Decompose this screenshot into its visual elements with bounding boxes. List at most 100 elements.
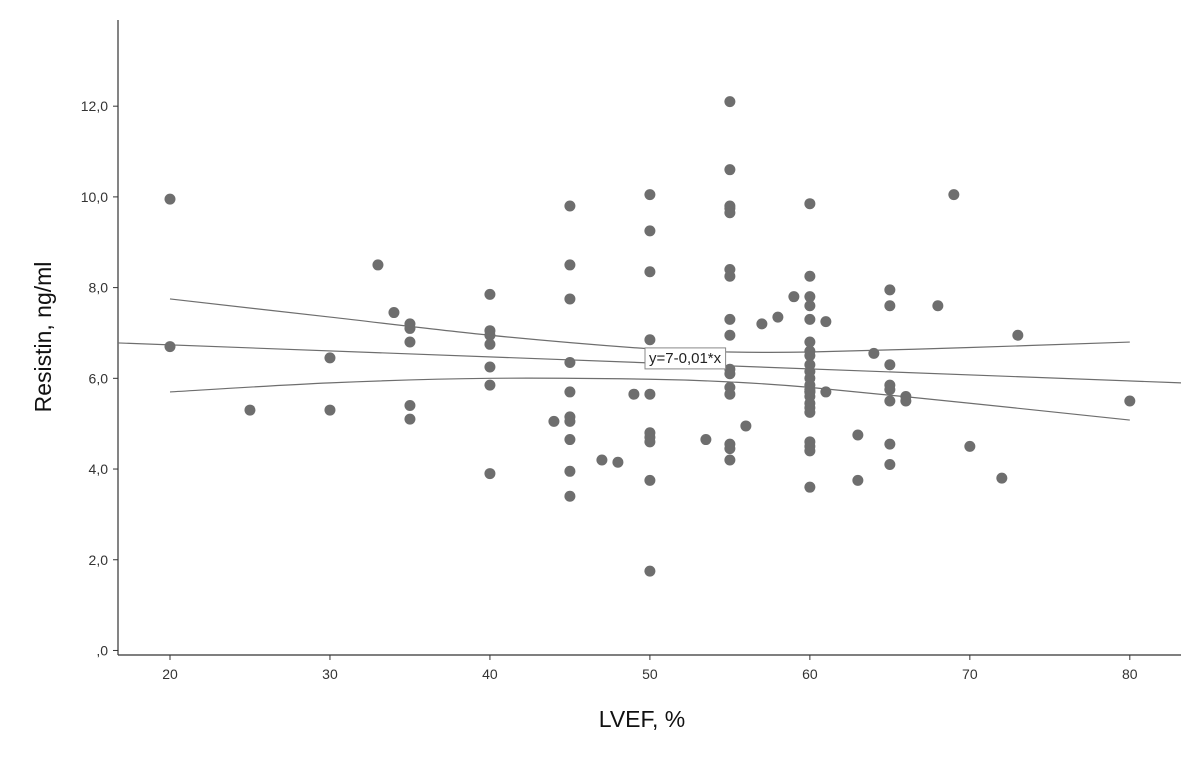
data-point xyxy=(484,379,496,391)
data-point xyxy=(564,415,576,427)
data-point xyxy=(388,307,400,319)
confidence-band-lower xyxy=(169,377,1130,421)
data-point xyxy=(564,490,576,502)
data-point xyxy=(644,225,656,237)
data-point xyxy=(820,386,832,398)
data-point xyxy=(644,388,656,400)
data-point xyxy=(596,454,608,466)
data-point xyxy=(756,318,768,330)
data-point xyxy=(804,336,816,348)
data-point xyxy=(484,288,496,300)
data-point xyxy=(724,454,736,466)
data-point xyxy=(740,420,752,432)
data-point xyxy=(564,259,576,271)
data-point xyxy=(404,322,416,334)
data-point xyxy=(372,259,384,271)
data-point xyxy=(628,388,640,400)
data-point xyxy=(324,404,336,416)
x-axis-title: LVEF, % xyxy=(599,706,686,732)
data-point xyxy=(724,368,736,380)
data-point xyxy=(884,384,896,396)
data-point xyxy=(564,465,576,477)
data-point xyxy=(724,388,736,400)
data-point xyxy=(884,395,896,407)
y-ticks: ,0 2,0 4,0 6,0 8,0 10,0 12,0 xyxy=(81,98,118,658)
data-point xyxy=(700,434,712,446)
data-point xyxy=(484,329,496,341)
y-tick-label: 10,0 xyxy=(81,189,108,205)
data-point xyxy=(884,459,896,470)
x-ticks: 20 30 40 50 60 70 80 xyxy=(162,655,1138,682)
annotation-box xyxy=(644,347,727,370)
x-tick-label: 60 xyxy=(802,666,818,682)
data-point xyxy=(788,291,800,303)
data-point xyxy=(564,434,576,446)
data-point xyxy=(964,440,976,452)
x-tick-label: 80 xyxy=(1122,666,1138,682)
data-point xyxy=(804,481,816,493)
data-point xyxy=(804,313,816,325)
data-point xyxy=(820,316,832,328)
data-point xyxy=(612,456,624,468)
data-point xyxy=(772,311,784,323)
data-point xyxy=(644,565,656,577)
y-tick-label: 4,0 xyxy=(89,461,109,477)
data-point xyxy=(948,189,960,201)
data-point xyxy=(804,350,816,362)
y-tick-label: ,0 xyxy=(96,642,108,658)
data-point xyxy=(644,334,656,346)
x-tick-label: 30 xyxy=(322,666,338,682)
data-point xyxy=(644,474,656,486)
data-point xyxy=(804,270,816,282)
annotations: y=7-0,01*x xyxy=(644,347,727,370)
data-point xyxy=(884,284,896,296)
y-tick-label: 8,0 xyxy=(89,280,109,296)
data-point xyxy=(564,356,576,368)
data-point xyxy=(324,352,336,364)
data-point xyxy=(564,293,576,305)
data-point xyxy=(644,189,656,201)
data-point xyxy=(404,336,416,348)
data-point xyxy=(164,193,176,205)
x-tick-label: 50 xyxy=(642,666,658,682)
data-point xyxy=(804,300,816,312)
data-point xyxy=(804,198,816,210)
fit-equation-annotation: y=7-0,01*x xyxy=(644,347,727,370)
data-point xyxy=(644,436,656,448)
data-point xyxy=(724,164,736,176)
data-point xyxy=(932,300,944,312)
x-tick-label: 20 xyxy=(162,666,178,682)
data-point xyxy=(804,445,816,457)
data-point xyxy=(900,395,912,407)
data-points xyxy=(164,96,1136,577)
data-point xyxy=(1012,329,1024,341)
x-tick-label: 40 xyxy=(482,666,498,682)
data-point xyxy=(484,338,496,350)
data-point xyxy=(884,438,896,450)
data-point xyxy=(484,468,496,480)
data-point xyxy=(1124,395,1136,407)
data-point xyxy=(724,96,736,108)
data-point xyxy=(644,266,656,278)
data-point xyxy=(164,341,176,353)
y-tick-label: 6,0 xyxy=(89,370,109,386)
data-point xyxy=(724,443,736,455)
data-point xyxy=(724,329,736,341)
data-point xyxy=(884,300,896,312)
data-point xyxy=(884,359,896,371)
data-point xyxy=(996,472,1008,484)
y-axis-title: Resistin, ng/ml xyxy=(30,262,56,413)
data-point xyxy=(724,313,736,325)
data-point xyxy=(724,270,736,282)
data-point xyxy=(484,361,496,373)
data-point xyxy=(404,413,416,425)
data-point xyxy=(868,347,880,359)
data-point xyxy=(244,404,256,416)
annotation-label: y=7-0,01*x xyxy=(649,350,722,367)
data-point xyxy=(548,415,560,427)
data-point xyxy=(404,400,416,412)
data-point xyxy=(804,384,816,396)
data-point xyxy=(852,474,864,486)
